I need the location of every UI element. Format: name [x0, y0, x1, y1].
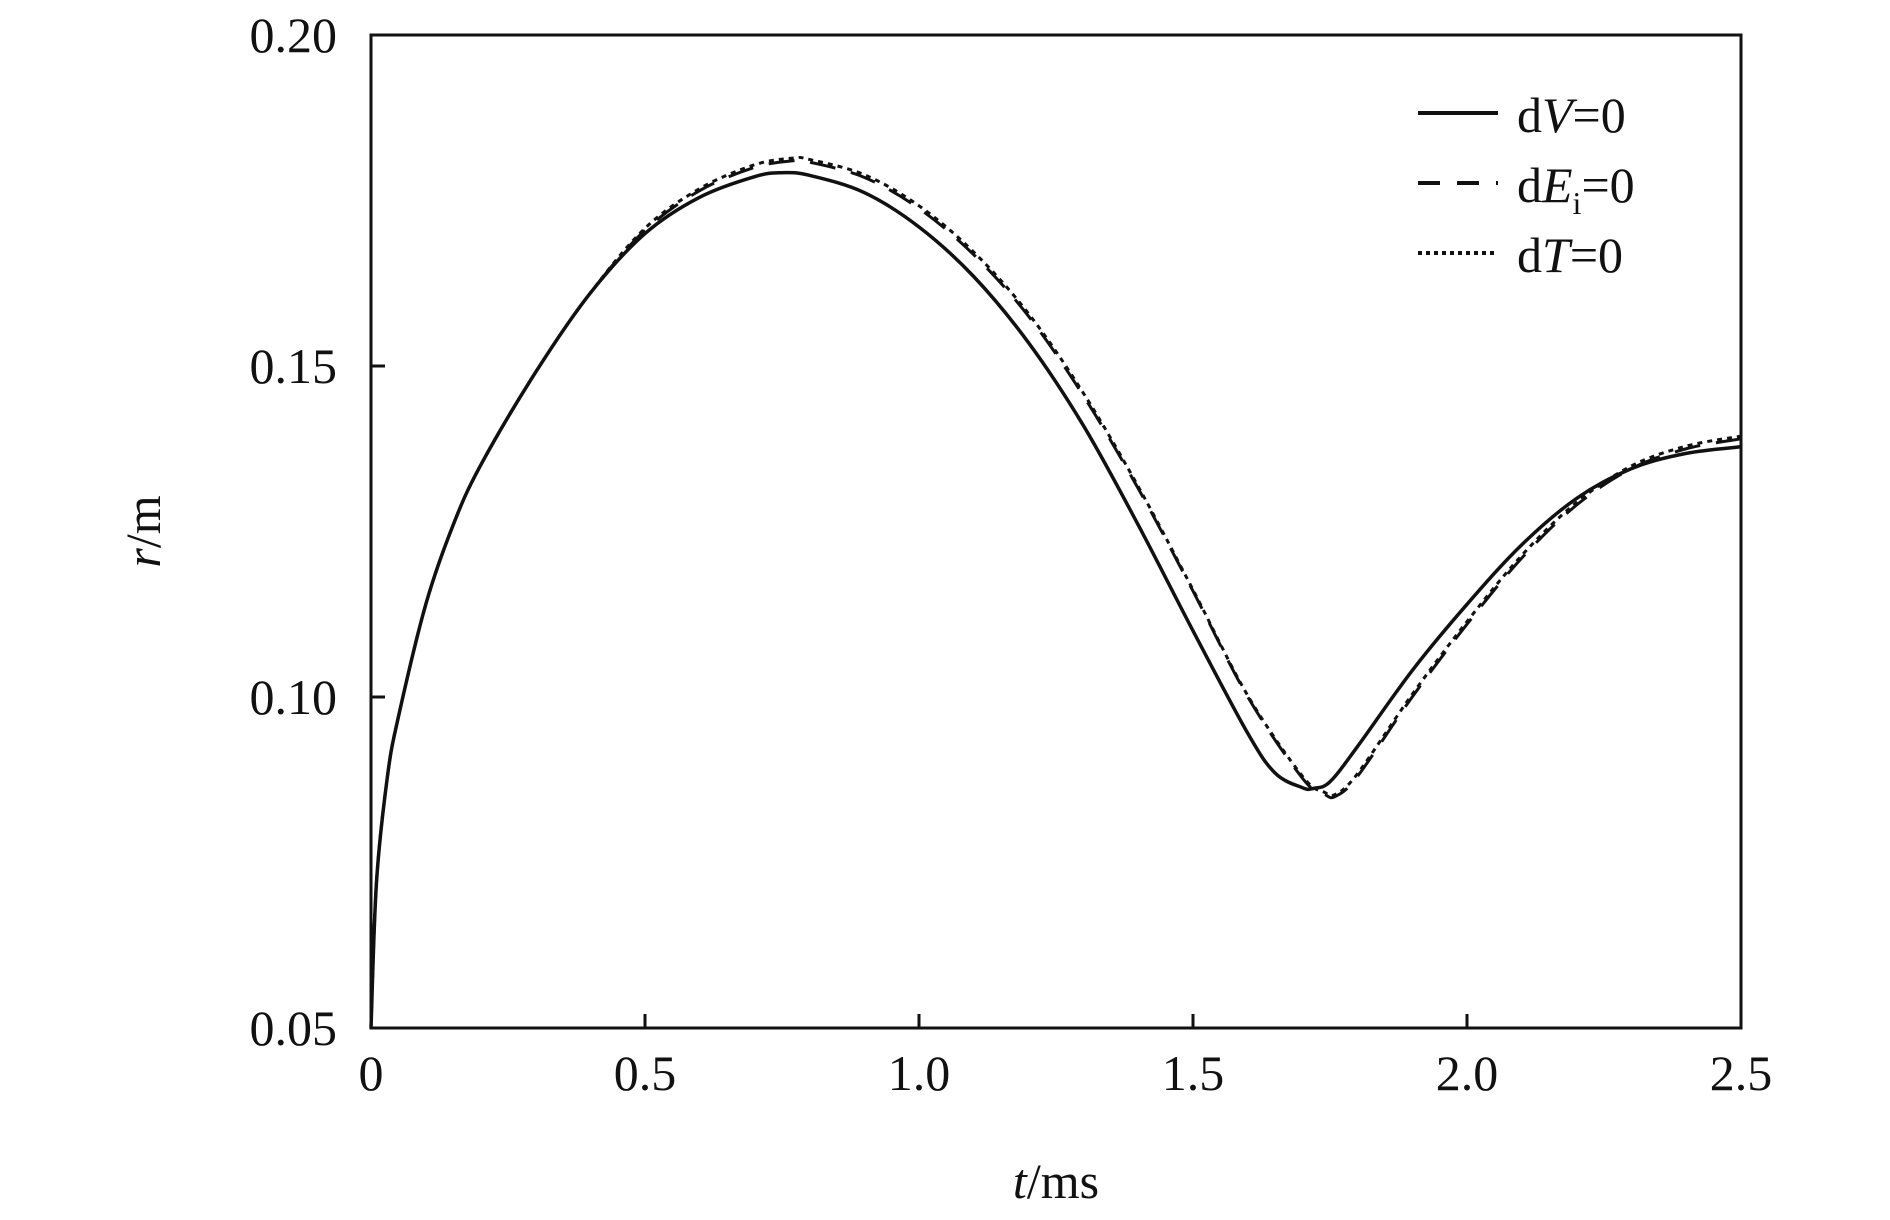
x-tick-label: 2.5 [1710, 1045, 1773, 1101]
x-axis-title: t/ms [1013, 1153, 1099, 1209]
y-tick-label: 0.05 [250, 1000, 338, 1056]
legend-label-3: dT=0 [1517, 227, 1623, 283]
plot-frame [369, 33, 1743, 1030]
x-tick-label: 0.5 [614, 1045, 677, 1101]
x-tick-label: 1.5 [1162, 1045, 1225, 1101]
x-axis-unit: /ms [1027, 1153, 1099, 1209]
legend: dV=0 dEi=0 dT=0 [1418, 87, 1635, 283]
x-tick-label: 1.0 [888, 1045, 951, 1101]
x-axis-variable: t [1013, 1153, 1028, 1209]
x-axis: 0 0.5 1.0 1.5 2.0 2.5 [359, 1014, 1773, 1101]
series-layer [369, 155, 1742, 1029]
series-line-2 [369, 158, 1742, 1029]
y-axis: 0.05 0.10 0.15 0.20 [250, 7, 385, 1056]
y-tick-label: 0.10 [250, 669, 338, 725]
legend-label-2: dEi=0 [1517, 157, 1635, 221]
y-axis-unit: /m [115, 495, 171, 548]
y-tick-label: 0.20 [250, 7, 338, 63]
x-tick-label: 0 [359, 1045, 384, 1101]
x-tick-label: 2.0 [1436, 1045, 1499, 1101]
legend-label-1: dV=0 [1517, 87, 1626, 143]
series-line-3 [369, 155, 1742, 1029]
y-tick-label: 0.15 [250, 338, 338, 394]
y-axis-variable: r [115, 548, 171, 568]
y-axis-title: r/m [115, 495, 171, 567]
